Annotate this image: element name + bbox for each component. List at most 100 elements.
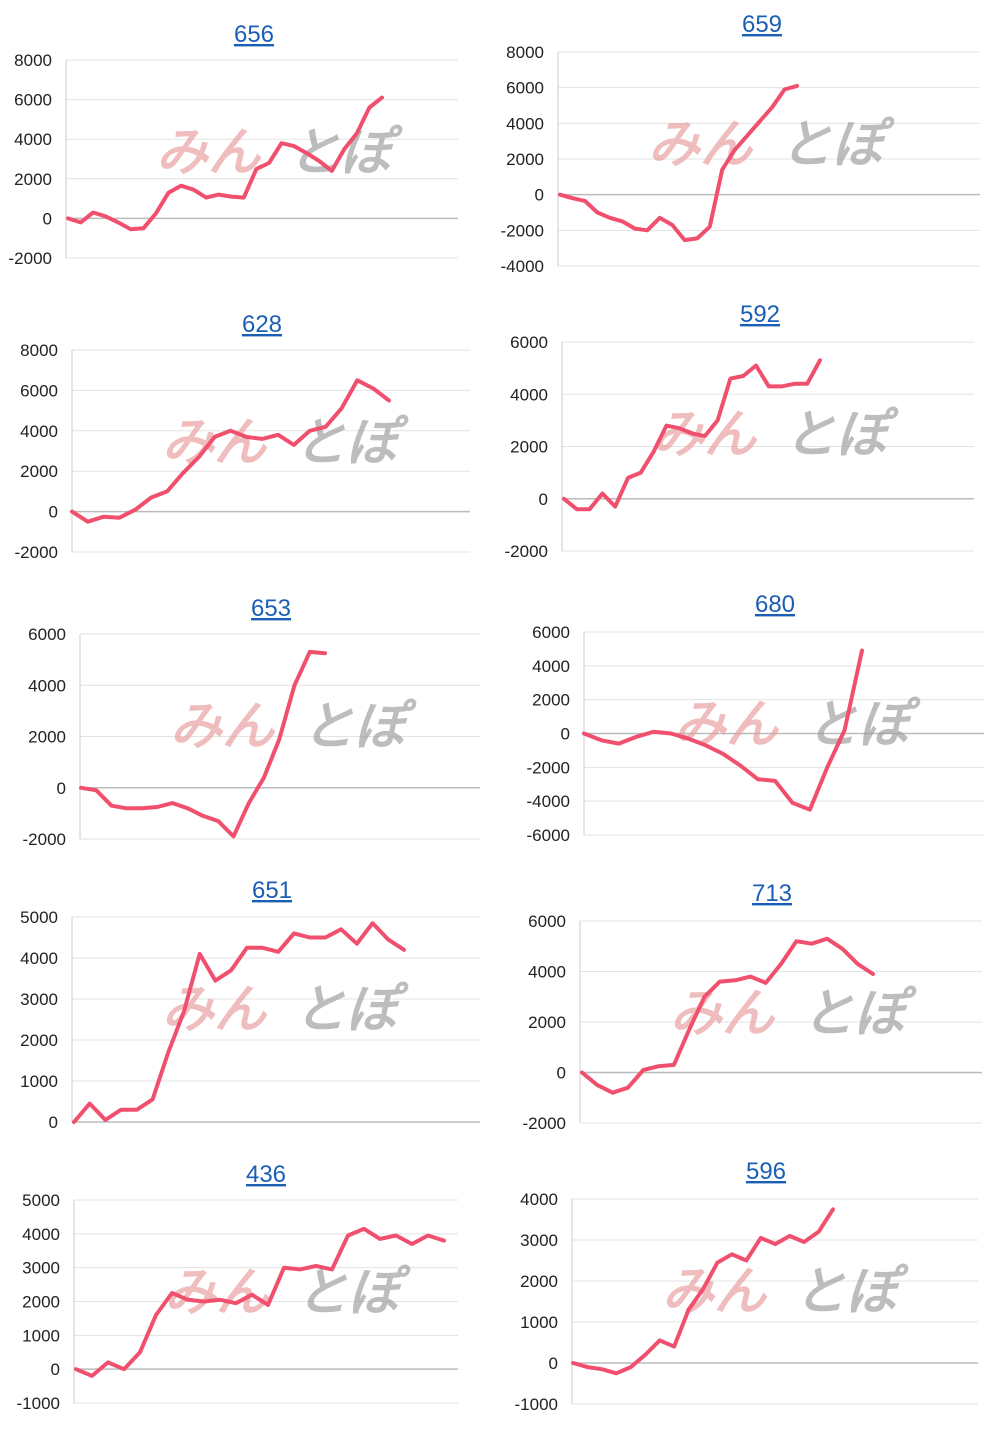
watermark-text-a: みん	[156, 123, 262, 183]
y-tick-label: 2000	[520, 1272, 558, 1291]
y-tick-label: 6000	[510, 333, 548, 352]
y-tick-label: 0	[57, 779, 66, 798]
watermark-text-b: とぽ	[806, 695, 921, 755]
watermark-logo: みんとぽ	[164, 1263, 411, 1323]
y-tick-label: 0	[549, 1354, 558, 1373]
y-tick-label: 4000	[20, 949, 58, 968]
y-tick-label: 2000	[22, 1293, 60, 1312]
y-tick-label: -1000	[515, 1395, 558, 1414]
y-tick-label: 4000	[506, 114, 544, 133]
y-tick-label: 2000	[20, 462, 58, 481]
y-tick-label: 6000	[20, 381, 58, 400]
y-tick-label: 4000	[14, 130, 52, 149]
y-tick-label: 0	[539, 490, 548, 509]
watermark-logo: みんとぽ	[648, 115, 895, 175]
chart-svg-656: -200002000400060008000みんとぽ656	[0, 0, 500, 284]
y-tick-label: -4000	[501, 257, 544, 276]
y-tick-label: 0	[535, 186, 544, 205]
watermark-text-a: みん	[674, 695, 780, 755]
watermark-logo: みんとぽ	[156, 123, 403, 183]
watermark-text-b: とぽ	[794, 1262, 909, 1322]
chart-svg-628: -200002000400060008000みんとぽ628	[0, 290, 500, 574]
y-tick-label: -6000	[527, 826, 570, 845]
y-tick-label: 0	[561, 725, 570, 744]
y-tick-label: 4000	[532, 657, 570, 676]
y-tick-label: 4000	[22, 1225, 60, 1244]
y-tick-label: 6000	[28, 625, 66, 644]
watermark-text-b: とぽ	[296, 1263, 411, 1323]
chart-title-link[interactable]: 628	[242, 311, 282, 338]
chart-title-link[interactable]: 713	[752, 880, 792, 907]
chart-title-link[interactable]: 436	[246, 1161, 286, 1188]
y-tick-label: 2000	[506, 150, 544, 169]
y-tick-label: -1000	[17, 1394, 60, 1413]
chart-title-link[interactable]: 651	[252, 877, 292, 904]
y-tick-label: 6000	[528, 912, 566, 931]
chart-title-link[interactable]: 659	[742, 11, 782, 38]
chart-title-link[interactable]: 680	[755, 591, 795, 618]
y-tick-label: 1000	[20, 1072, 58, 1091]
y-tick-label: 0	[51, 1360, 60, 1379]
y-tick-label: -2000	[505, 542, 548, 561]
watermark-text-b: とぽ	[302, 697, 417, 757]
y-tick-label: -2000	[501, 221, 544, 240]
watermark-text-b: とぽ	[780, 115, 895, 175]
y-tick-label: 3000	[20, 990, 58, 1009]
chart-title-link[interactable]: 656	[234, 21, 274, 48]
y-tick-label: 4000	[20, 422, 58, 441]
y-tick-label: 8000	[20, 341, 58, 360]
y-tick-label: -2000	[23, 830, 66, 849]
watermark-text-a: みん	[170, 697, 276, 757]
chart-title-link[interactable]: 596	[746, 1158, 786, 1185]
y-tick-label: 1000	[520, 1313, 558, 1332]
watermark-text-b: とぽ	[802, 984, 917, 1044]
watermark-text-b: とぽ	[784, 405, 899, 465]
y-tick-label: 5000	[20, 908, 58, 927]
y-tick-label: 4000	[28, 676, 66, 695]
chart-svg-651: 010002000300040005000みんとぽ651	[0, 862, 500, 1146]
y-tick-label: -2000	[9, 249, 52, 268]
y-tick-label: 2000	[528, 1013, 566, 1032]
y-tick-label: 4000	[520, 1190, 558, 1209]
chart-svg-659: -4000-200002000400060008000みんとぽ659	[500, 0, 1000, 284]
y-tick-label: 8000	[506, 43, 544, 62]
y-tick-label: -2000	[523, 1114, 566, 1133]
y-tick-label: 2000	[532, 691, 570, 710]
y-tick-label: 0	[43, 209, 52, 228]
watermark-logo: みんとぽ	[162, 413, 409, 473]
chart-svg-713: -20000200040006000みんとぽ713	[500, 862, 1000, 1146]
chart-title-link[interactable]: 592	[740, 301, 780, 328]
series-line	[564, 360, 820, 509]
chart-svg-592: -20000200040006000みんとぽ592	[500, 290, 1000, 574]
y-tick-label: 8000	[14, 51, 52, 70]
y-tick-label: 0	[49, 503, 58, 522]
watermark-text-b: とぽ	[294, 413, 409, 473]
y-tick-label: 3000	[520, 1231, 558, 1250]
y-tick-label: 6000	[532, 623, 570, 642]
y-tick-label: 0	[49, 1113, 58, 1132]
chart-title-link[interactable]: 653	[251, 595, 291, 622]
watermark-logo: みんとぽ	[652, 405, 899, 465]
y-tick-label: 5000	[22, 1191, 60, 1210]
chart-panel-653: -2000 0 2000 4000 6000 みんとぽ 653	[0, 580, 500, 864]
y-tick-label: 2000	[20, 1031, 58, 1050]
y-tick-label: 0	[557, 1064, 566, 1083]
chart-svg-436: -1000010002000300040005000みんとぽ436	[0, 1145, 500, 1429]
y-tick-label: 4000	[528, 963, 566, 982]
watermark-text-a: みん	[162, 413, 268, 473]
watermark-logo: みんとぽ	[170, 697, 417, 757]
chart-svg-653: -2000 0 2000 4000 6000 みんとぽ 653	[0, 580, 500, 864]
y-tick-label: -2000	[527, 758, 570, 777]
chart-svg-596: -100001000200030004000みんとぽ596	[500, 1145, 1000, 1429]
y-tick-label: 1000	[22, 1326, 60, 1345]
y-tick-label: 4000	[510, 385, 548, 404]
y-tick-label: 2000	[28, 728, 66, 747]
